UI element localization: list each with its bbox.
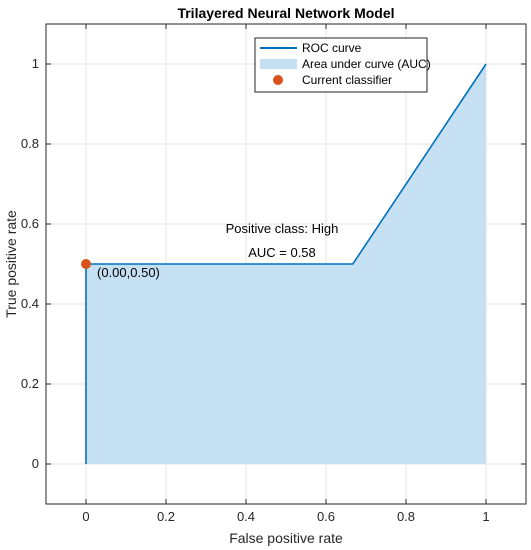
y-tick-label: 0 — [32, 456, 39, 471]
x-tick-label: 0.6 — [317, 509, 335, 524]
legend-entry: Area under curve (AUC) — [302, 57, 431, 71]
y-tick-label: 0.4 — [21, 296, 39, 311]
auc-label: AUC = 0.58 — [248, 245, 316, 260]
x-tick-label: 0 — [82, 509, 89, 524]
legend-entry: Current classifier — [302, 73, 392, 87]
legend-auc-swatch — [260, 59, 297, 69]
y-tick-label: 0.6 — [21, 216, 39, 231]
y-tick-label: 1 — [32, 56, 39, 71]
chart-title: Trilayered Neural Network Model — [177, 5, 394, 21]
current-classifier-point — [81, 259, 91, 269]
y-axis-label: True positive rate — [3, 210, 19, 318]
legend-entry: ROC curve — [302, 41, 362, 55]
positive-class-label: Positive class: High — [226, 221, 339, 236]
roc-curve-line — [85, 63, 487, 464]
x-tick-label: 0.8 — [397, 509, 415, 524]
axes-box — [45, 23, 527, 505]
x-axis-label: False positive rate — [229, 530, 343, 546]
x-tick-label: 0.2 — [157, 509, 175, 524]
y-tick-label: 0.2 — [21, 376, 39, 391]
x-tick-label: 0.4 — [237, 509, 255, 524]
point-label: (0.00,0.50) — [97, 265, 160, 280]
x-tick-label: 1 — [482, 509, 489, 524]
legend-point-swatch — [273, 75, 283, 85]
y-tick-label: 0.8 — [21, 136, 39, 151]
